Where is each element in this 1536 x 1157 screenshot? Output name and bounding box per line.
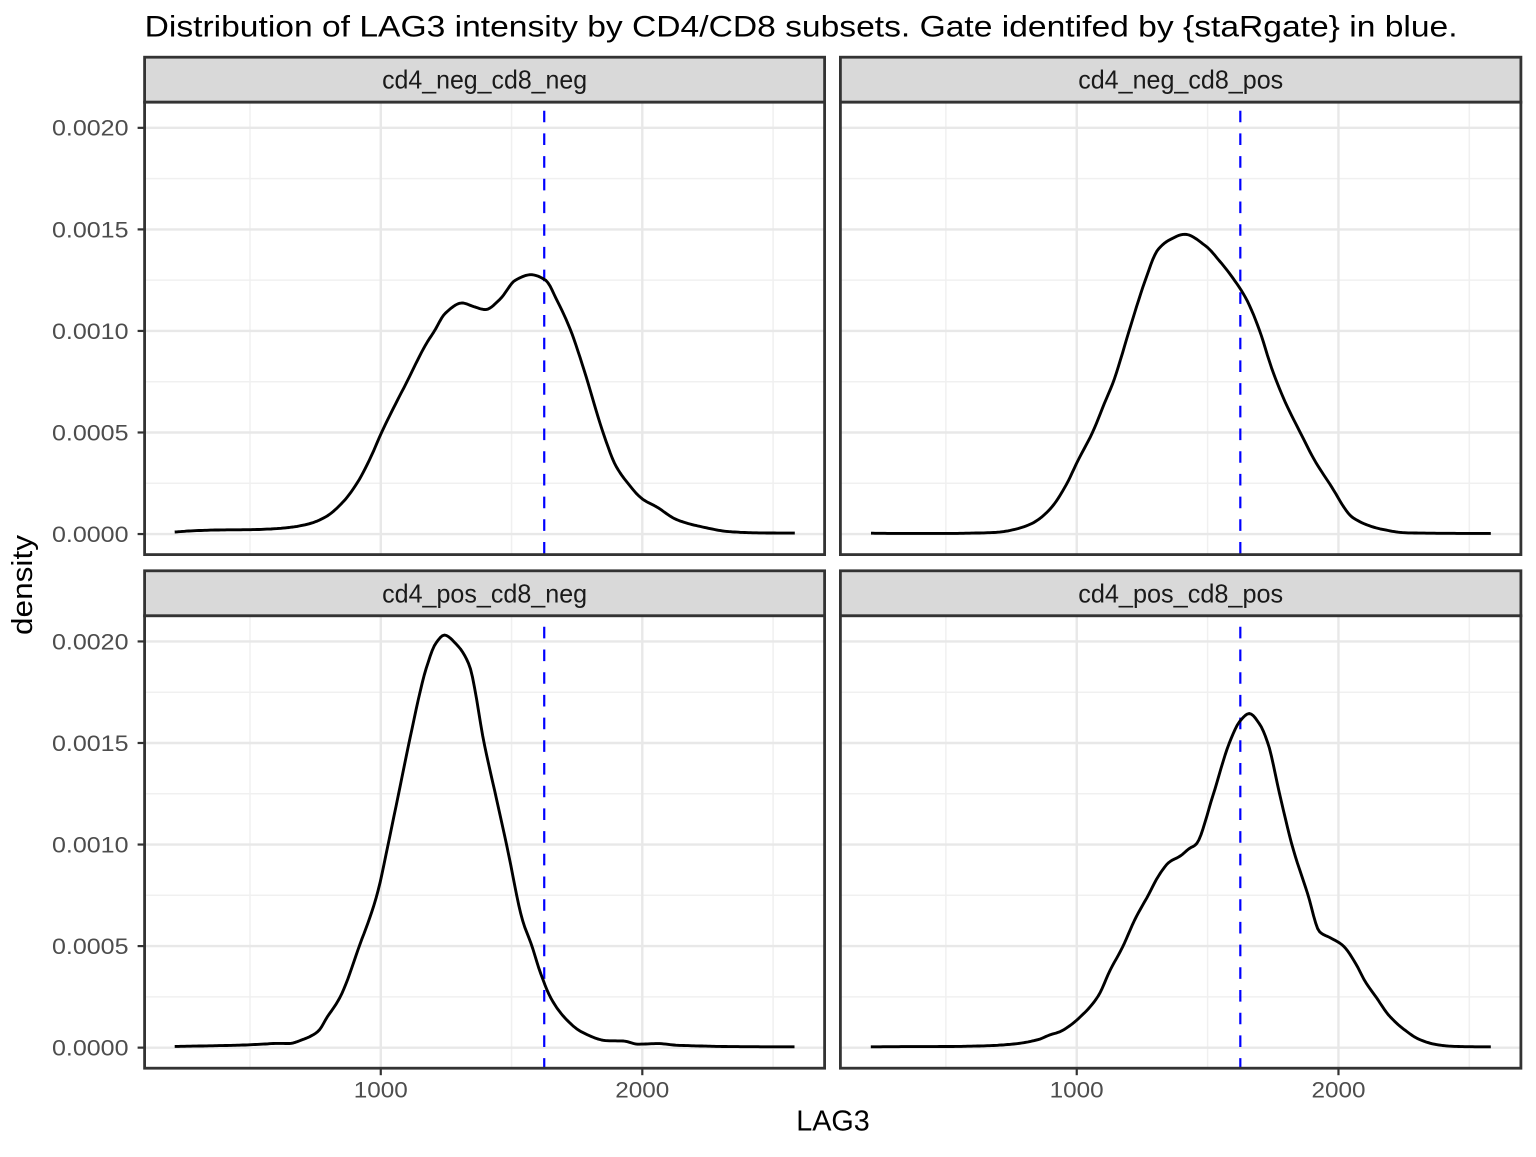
svg-text:0.0020: 0.0020 (52, 116, 129, 141)
svg-text:cd4_neg_cd8_neg: cd4_neg_cd8_neg (382, 65, 587, 95)
svg-text:0.0005: 0.0005 (52, 420, 129, 445)
svg-text:0.0010: 0.0010 (52, 319, 129, 344)
svg-text:cd4_pos_cd8_pos: cd4_pos_cd8_pos (1078, 578, 1283, 608)
svg-text:density: density (7, 534, 39, 635)
svg-text:LAG3: LAG3 (796, 1106, 870, 1138)
svg-text:0.0020: 0.0020 (52, 629, 129, 654)
svg-text:0.0015: 0.0015 (52, 731, 129, 756)
svg-text:1000: 1000 (354, 1078, 408, 1103)
svg-text:1000: 1000 (1050, 1078, 1104, 1103)
svg-text:2000: 2000 (1312, 1078, 1366, 1103)
svg-text:0.0000: 0.0000 (52, 1036, 129, 1061)
svg-text:cd4_neg_cd8_pos: cd4_neg_cd8_pos (1078, 65, 1283, 95)
svg-text:0.0015: 0.0015 (52, 217, 129, 242)
svg-text:0.0010: 0.0010 (52, 832, 129, 857)
svg-text:2000: 2000 (615, 1078, 669, 1103)
svg-text:0.0005: 0.0005 (52, 934, 129, 959)
svg-text:0.0000: 0.0000 (52, 522, 129, 547)
svg-text:Distribution of LAG3 intensity: Distribution of LAG3 intensity by CD4/CD… (145, 11, 1458, 44)
svg-text:cd4_pos_cd8_neg: cd4_pos_cd8_neg (382, 578, 587, 608)
